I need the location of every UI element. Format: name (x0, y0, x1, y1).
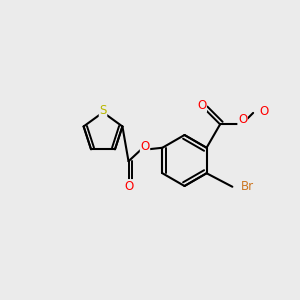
Text: O: O (140, 140, 150, 153)
Text: S: S (99, 104, 107, 117)
Text: O: O (197, 99, 206, 112)
Text: O: O (124, 180, 133, 193)
Text: O: O (260, 105, 269, 118)
Text: O: O (238, 113, 247, 126)
Text: Br: Br (241, 180, 254, 193)
